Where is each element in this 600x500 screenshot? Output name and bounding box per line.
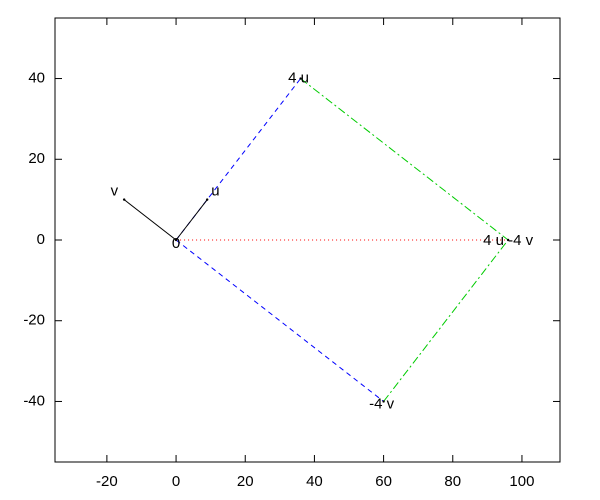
point-label: 4 u -4 v	[483, 232, 534, 249]
vector-line	[175, 199, 208, 241]
x-tick-label: 60	[375, 473, 392, 490]
point	[205, 198, 209, 201]
point	[506, 238, 510, 242]
vector-line	[383, 239, 509, 402]
x-tick-label: 0	[172, 473, 180, 490]
point-label: -4 v	[369, 395, 395, 412]
point	[122, 198, 126, 201]
x-tick-label: 20	[237, 473, 254, 490]
x-tick-label: 80	[444, 473, 461, 490]
x-tick-label: 100	[509, 473, 534, 490]
y-tick-label: -20	[23, 312, 45, 329]
y-tick-label: 20	[28, 150, 45, 167]
point	[174, 238, 178, 242]
point-label: 4 u	[288, 70, 309, 87]
point-label: u	[211, 183, 219, 200]
point	[382, 400, 385, 403]
vector-line	[123, 199, 177, 241]
point	[299, 77, 302, 80]
x-tick-label: 40	[306, 473, 323, 490]
y-tick-label: -40	[23, 392, 45, 409]
point-label: 0	[172, 235, 180, 252]
point-label: v	[111, 183, 119, 200]
x-tick-label: -20	[96, 473, 118, 490]
vector-line	[175, 239, 384, 402]
y-tick-label: 0	[37, 231, 45, 248]
vector-line	[175, 78, 301, 241]
y-tick-label: 40	[28, 70, 45, 87]
vector-line	[300, 78, 509, 241]
